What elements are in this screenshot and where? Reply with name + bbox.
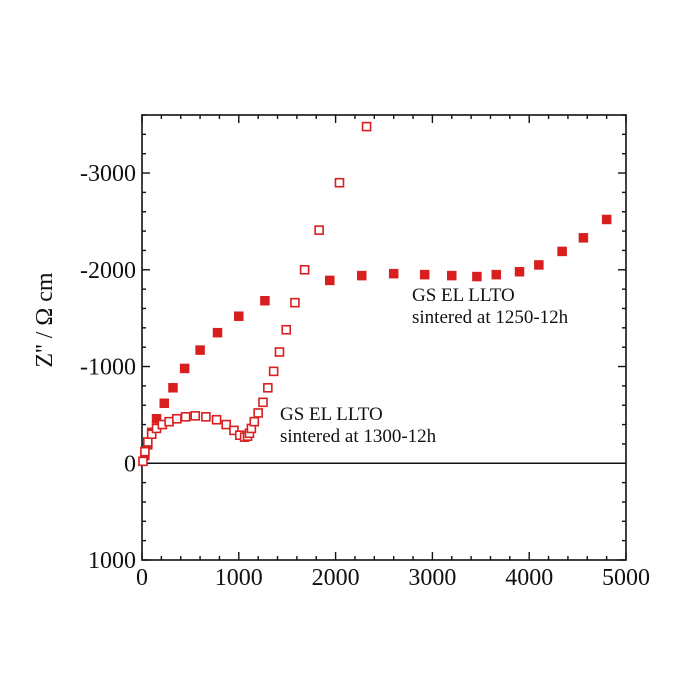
data-point-open (249, 416, 260, 427)
data-point-filled (151, 414, 162, 424)
annotation-1300: GS EL LLTO sintered at 1300-12h (280, 404, 437, 447)
data-point-open (263, 383, 273, 393)
y-tick-label: 0 (124, 451, 136, 477)
data-point-filled (419, 269, 430, 280)
x-tick-label: 4000 (505, 565, 553, 591)
data-point-open (221, 419, 232, 430)
annotation-1300-line1: GS EL LLTO (280, 404, 383, 425)
data-point-filled (472, 271, 482, 282)
y-tick-label: 1000 (88, 548, 136, 574)
plot-frame (141, 114, 627, 561)
y-tick-label: -3000 (80, 161, 136, 187)
annotation-1250: GS EL LLTO sintered at 1250-12h (412, 285, 569, 328)
data-point-open (281, 324, 292, 335)
data-point-filled (168, 383, 178, 393)
data-point-open (274, 347, 285, 357)
data-point-open (143, 437, 153, 447)
y-tick-label: -1000 (80, 355, 136, 381)
y-axis-label: Z'' / Ω cm (32, 272, 58, 367)
annotation-1250-line1: GS EL LLTO (412, 285, 515, 306)
data-point-filled (356, 270, 367, 281)
data-point-filled (534, 260, 544, 270)
x-tick-label: 5000 (602, 565, 650, 591)
data-point-open (211, 414, 222, 425)
data-point-filled (212, 327, 223, 338)
annotation-1250-line2: sintered at 1250-12h (412, 307, 569, 328)
data-point-open (172, 413, 182, 424)
series-open-square (138, 121, 372, 467)
data-point-open (180, 412, 191, 422)
annotation-1300-line2: sintered at 1300-12h (280, 426, 437, 447)
data-point-open (201, 412, 211, 422)
data-point-open (140, 446, 150, 457)
data-point-open (138, 456, 148, 467)
data-point-open (146, 429, 157, 440)
x-tick-label: 3000 (408, 565, 456, 591)
data-point-filled (601, 214, 612, 225)
x-tick-label: 1000 (215, 565, 263, 591)
data-point-open (190, 411, 201, 421)
data-point-filled (388, 268, 399, 279)
y-tick-label: -2000 (80, 258, 136, 284)
data-point-filled (447, 270, 457, 281)
data-point-filled (234, 311, 244, 321)
data-point-open (299, 264, 310, 275)
x-tick-label: 2000 (312, 565, 360, 591)
data-point-open (290, 297, 300, 308)
data-point-filled (179, 363, 190, 374)
series-layer (138, 121, 612, 467)
data-point-filled (578, 233, 589, 243)
x-tick-label: 0 (136, 565, 148, 591)
data-point-filled (491, 269, 502, 280)
data-point-filled (557, 246, 567, 257)
data-point-open (164, 416, 174, 427)
data-point-filled (514, 266, 525, 277)
data-point-filled (195, 345, 205, 355)
y-tick-labels: 1000 0 -1000 -2000 -3000 (80, 161, 136, 574)
data-point-filled (325, 275, 335, 286)
data-point-open (258, 397, 268, 408)
axis-ticks (141, 114, 627, 561)
data-point-open (229, 425, 239, 436)
data-point-open (334, 177, 345, 188)
data-point-open (314, 225, 324, 235)
data-point-open (268, 366, 279, 377)
data-point-filled (260, 295, 270, 306)
data-point-open (361, 121, 372, 132)
x-tick-labels: 0 1000 2000 3000 4000 5000 (136, 565, 650, 591)
data-point-open (253, 408, 263, 418)
data-point-filled (159, 398, 170, 409)
